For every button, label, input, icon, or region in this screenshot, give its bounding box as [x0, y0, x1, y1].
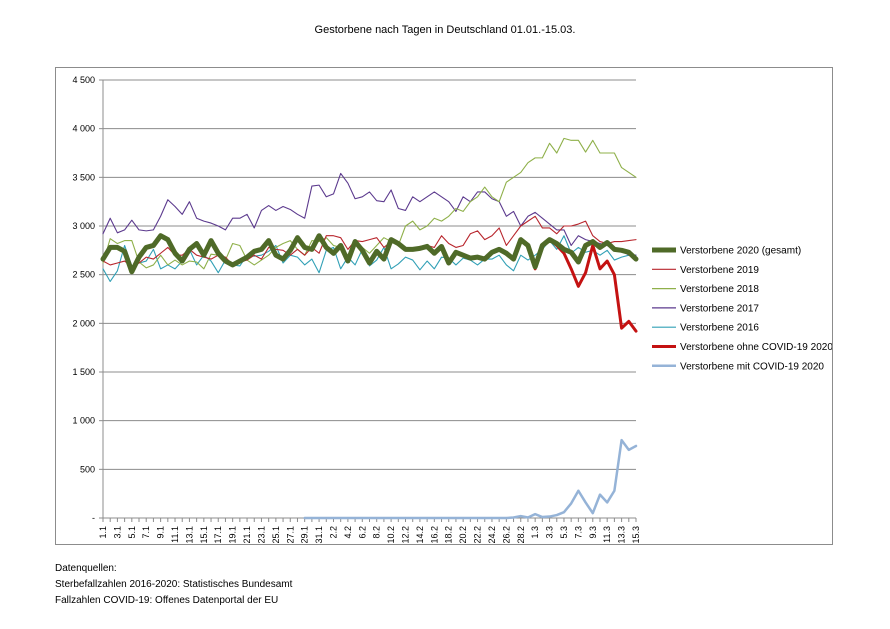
x-tick-label-5.3: 5.3 [559, 526, 569, 539]
x-tick-label-9.1: 9.1 [156, 526, 166, 539]
x-tick-label-3.1: 3.1 [112, 526, 122, 539]
sources-line-covid: Fallzahlen COVID-19: Offenes Datenportal… [55, 595, 279, 606]
chart-title: Gestorbene nach Tagen in Deutschland 01.… [314, 24, 576, 36]
legend-label-verstorbene-2016: Verstorbene 2016 [680, 323, 759, 334]
data-sources: Datenquellen: Sterbefallzahlen 2016-2020… [55, 561, 292, 609]
x-tick-label-18.2: 18.2 [444, 526, 454, 544]
x-tick-label-2.2: 2.2 [328, 526, 338, 539]
x-tick-label-21.1: 21.1 [242, 526, 252, 544]
x-tick-label-1.1: 1.1 [98, 526, 108, 539]
x-tick-label-26.2: 26.2 [501, 526, 511, 544]
x-tick-label-27.1: 27.1 [285, 526, 295, 544]
series-line-verstorbene-2017 [102, 172, 637, 256]
x-tick-label-11.1: 11.1 [170, 526, 180, 543]
y-tick-label-1000: 1 000 [72, 416, 95, 426]
x-tick-label-3.3: 3.3 [545, 526, 555, 539]
x-tick-label-19.1: 19.1 [228, 526, 238, 544]
x-tick-label-12.2: 12.2 [401, 526, 411, 544]
sources-heading: Datenquellen: [55, 563, 117, 574]
x-tick-label-1.3: 1.3 [530, 526, 540, 539]
line-chart: - 500 1 000 1 500 2 000 2 500 3 000 3 500 4 000 4… [72, 75, 832, 544]
y-tick-label-1500: 1 500 [72, 367, 95, 377]
x-tick-label-20.2: 20.2 [458, 526, 468, 544]
legend-label-verstorbene-2018: Verstorbene 2018 [680, 284, 759, 295]
x-tick-label-6.2: 6.2 [357, 526, 367, 539]
y-tick-label-4000: 4 000 [72, 124, 95, 134]
series-line-verstorbene-2018 [102, 137, 637, 270]
y-tick-label-3500: 3 500 [72, 172, 95, 182]
series-line-verstorbene-2019 [102, 215, 637, 268]
x-tick-label-31.1: 31.1 [314, 526, 324, 544]
legend-label-verstorbene-2020-gesamt-: Verstorbene 2020 (gesamt) [680, 246, 801, 257]
x-tick-label-11.3: 11.3 [602, 526, 612, 543]
y-tick-label-500: 500 [80, 464, 95, 474]
sources-line-mortality: Sterbefallzahlen 2016-2020: Statistische… [55, 579, 293, 590]
y-tick-label-3000: 3 000 [72, 221, 95, 231]
x-tick-label-9.3: 9.3 [588, 526, 598, 539]
x-tick-label-23.1: 23.1 [256, 526, 266, 544]
x-tick-label-13.1: 13.1 [184, 526, 194, 544]
x-tick-label-28.2: 28.2 [516, 526, 526, 544]
x-tick-label-10.2: 10.2 [386, 526, 396, 544]
y-tick-label-0: - [92, 513, 95, 523]
x-tick-label-29.1: 29.1 [300, 526, 310, 544]
x-tick-label-17.1: 17.1 [213, 526, 223, 544]
series-line-verstorbene-ohne-covid-19-2020 [101, 234, 638, 333]
x-tick-label-16.2: 16.2 [429, 526, 439, 544]
y-tick-label-2000: 2 000 [72, 318, 95, 328]
x-tick-label-24.2: 24.2 [487, 526, 497, 544]
series-line-verstorbene-2020-gesamt- [100, 233, 639, 275]
x-tick-label-13.3: 13.3 [617, 526, 627, 544]
x-tick-label-4.2: 4.2 [343, 526, 353, 539]
chart-frame: - 500 1 000 1 500 2 000 2 500 3 000 3 500 4 000 4… [55, 67, 833, 545]
x-tick-label-7.3: 7.3 [573, 526, 583, 539]
x-tick-label-8.2: 8.2 [372, 526, 382, 539]
legend-label-verstorbene-mit-covid-19-2020: Verstorbene mit COVID-19 2020 [680, 361, 824, 372]
y-tick-label-2500: 2 500 [72, 270, 95, 280]
x-tick-label-14.2: 14.2 [415, 526, 425, 544]
x-tick-label-22.2: 22.2 [473, 526, 483, 544]
legend-label-verstorbene-ohne-covid-19-2020: Verstorbene ohne COVID-19 2020 [680, 342, 832, 353]
x-tick-label-15.3: 15.3 [631, 526, 641, 544]
y-tick-label-4500: 4 500 [72, 75, 95, 85]
x-tick-label-5.1: 5.1 [127, 526, 137, 539]
x-tick-label-25.1: 25.1 [271, 526, 281, 544]
legend-label-verstorbene-2019: Verstorbene 2019 [680, 265, 759, 276]
x-tick-label-7.1: 7.1 [141, 526, 151, 539]
x-tick-label-15.1: 15.1 [199, 526, 209, 544]
series-line-verstorbene-mit-covid-19-2020 [303, 438, 638, 520]
legend-label-verstorbene-2017: Verstorbene 2017 [680, 303, 759, 314]
